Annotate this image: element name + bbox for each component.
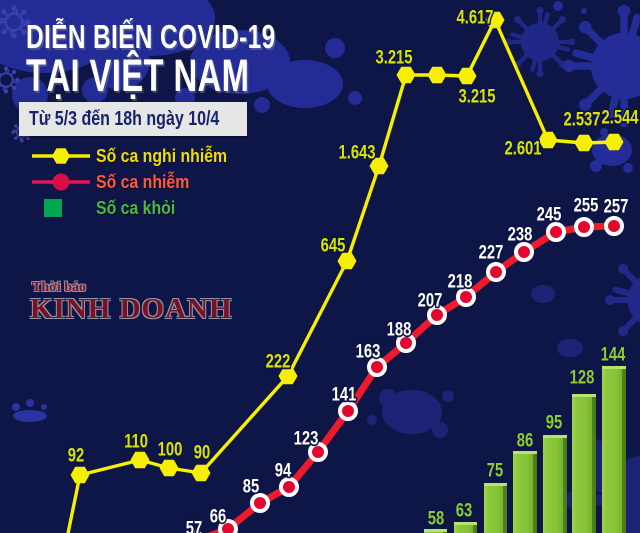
value-label: 218 <box>448 271 473 292</box>
subtitle-text: Từ 5/3 đến 18h ngày 10/4 <box>29 107 220 130</box>
value-label: 75 <box>487 460 503 481</box>
watermark-line2: KINH DOANH <box>30 293 233 325</box>
page-title-line1: DIỄN BIẾN COVID-19 <box>26 18 276 55</box>
splatter-center <box>367 285 583 438</box>
value-label: 63 <box>456 500 472 521</box>
value-label: 90 <box>194 442 210 463</box>
value-label: 57 <box>186 518 202 533</box>
watermark-line1: Thời báo <box>32 280 87 295</box>
legend-label-recovered: Số ca khỏi <box>96 197 176 218</box>
value-label: 645 <box>321 235 346 256</box>
value-label: 163 <box>356 341 381 362</box>
legend-item-suspected: Số ca nghi nhiễm <box>30 143 245 169</box>
value-label: 144 <box>601 344 626 365</box>
value-label: 100 <box>158 439 183 460</box>
subtitle-bar: Từ 5/3 đến 18h ngày 10/4 <box>19 102 247 136</box>
value-label: 92 <box>68 445 84 466</box>
value-label: 222 <box>266 351 291 372</box>
line-series <box>190 216 624 533</box>
legend-item-recovered: Số ca khỏi <box>30 195 245 221</box>
value-label: 238 <box>508 224 533 245</box>
value-label: 2.537 <box>563 109 600 130</box>
value-label: 3.215 <box>458 86 495 107</box>
line-series <box>66 11 624 533</box>
value-label: 245 <box>537 204 562 225</box>
value-label: 227 <box>479 242 504 263</box>
yellow-line-hexagon-icon <box>32 148 90 164</box>
value-label: 95 <box>546 412 562 433</box>
red-line-circle-icon <box>32 173 90 191</box>
value-labels: 92 110 100 90 222 645 1.643 3.215 3.215 4.617 2.60… <box>66 5 640 533</box>
green-square-icon <box>44 199 62 217</box>
value-label: 123 <box>294 428 319 449</box>
splatter-small-left <box>12 399 47 422</box>
value-label: 1.643 <box>338 142 375 163</box>
value-label: 3.215 <box>375 47 412 68</box>
value-label: 128 <box>570 367 595 388</box>
value-label: 188 <box>387 319 412 340</box>
value-label: 141 <box>332 384 357 405</box>
value-label: 207 <box>418 290 443 311</box>
legend: Số ca nghi nhiễm Số ca nhiễm Số ca khỏi <box>30 143 245 221</box>
legend-label-infected: Số ca nhiễm <box>96 171 190 192</box>
value-label: 58 <box>428 508 444 529</box>
value-label: 66 <box>210 506 226 527</box>
page-title-line2: TẠI VIỆT NAM <box>26 50 250 101</box>
value-label: 4.617 <box>456 7 493 28</box>
legend-item-infected: Số ca nhiễm <box>30 169 245 195</box>
value-label: 110 <box>124 431 148 452</box>
value-label: 94 <box>275 460 292 481</box>
value-label: 85 <box>243 476 259 497</box>
value-label: 2.601 <box>504 138 541 159</box>
legend-label-suspected: Số ca nghi nhiễm <box>96 145 228 166</box>
value-label: 257 <box>604 196 629 217</box>
value-label: 2.544 <box>601 107 639 128</box>
watermark: Thời báo KINH DOANH <box>30 281 233 324</box>
splatter-top-left <box>0 0 362 113</box>
bar-series <box>424 366 626 533</box>
value-label: 255 <box>574 195 599 216</box>
value-label: 86 <box>517 430 533 451</box>
